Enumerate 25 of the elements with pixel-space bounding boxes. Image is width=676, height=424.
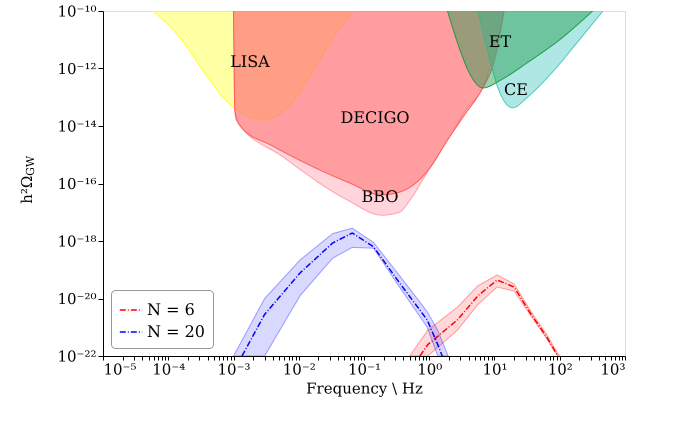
series-label: DECIGO bbox=[340, 108, 410, 127]
x-tick-label: 10⁻² bbox=[282, 360, 316, 378]
series-label: ET bbox=[488, 32, 512, 51]
x-tick-label: 10⁻⁴ bbox=[152, 360, 186, 378]
y-tick-label: 10⁻¹⁴ bbox=[57, 118, 96, 136]
x-tick-label: 10⁰ bbox=[417, 360, 442, 378]
y-tick-label: 10⁻¹² bbox=[57, 60, 96, 78]
y-tick-label: 10⁻²² bbox=[57, 348, 96, 366]
x-axis-title: Frequency \ Hz bbox=[306, 380, 423, 398]
y-tick-label: 10⁻¹⁰ bbox=[57, 2, 96, 20]
legend-label: N = 20 bbox=[147, 322, 205, 341]
y-tick-label: 10⁻¹⁶ bbox=[57, 175, 96, 193]
y-axis-title: h²ΩGW bbox=[18, 155, 37, 204]
y-tick-label: 10⁻¹⁸ bbox=[57, 232, 96, 250]
x-tick-label: 10² bbox=[548, 360, 573, 378]
x-tick-label: 10³ bbox=[600, 360, 626, 378]
y-tick-label: 10⁻²⁰ bbox=[57, 290, 96, 308]
x-tick-label: 10⁻³ bbox=[217, 360, 251, 378]
legend-label: N = 6 bbox=[147, 300, 195, 319]
x-tick-label: 10⁻⁵ bbox=[104, 360, 137, 378]
x-tick-label: 10¹ bbox=[482, 360, 508, 378]
series-label: CE bbox=[504, 80, 528, 99]
series-label: BBO bbox=[362, 187, 398, 206]
series-label: LISA bbox=[230, 52, 270, 71]
x-tick-label: 10⁻¹ bbox=[348, 360, 382, 378]
